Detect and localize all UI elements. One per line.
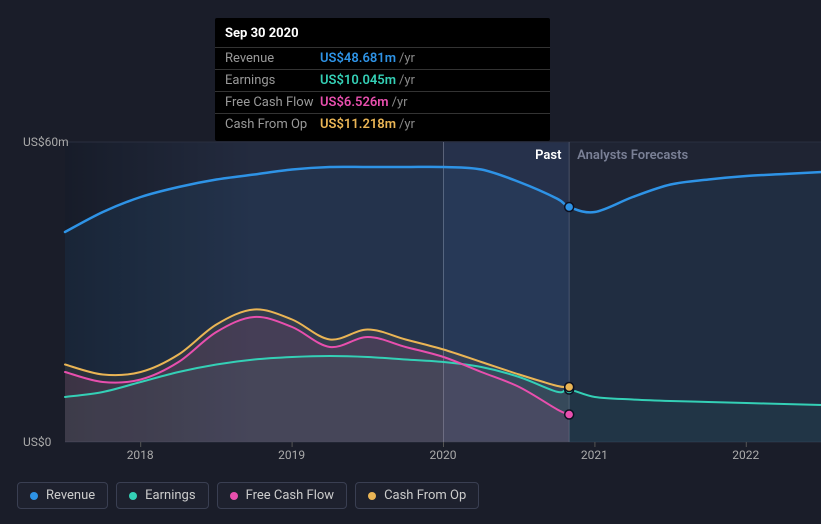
legend-label: Earnings <box>145 488 195 503</box>
tooltip-unit: /yr <box>399 51 415 66</box>
legend-label: Cash From Op <box>384 488 466 503</box>
x-axis-label: 2022 <box>732 448 759 462</box>
tooltip-value: US$6.526m <box>320 95 389 110</box>
tooltip-value: US$48.681m <box>320 51 396 66</box>
tooltip-label: Earnings <box>225 73 320 88</box>
legend-item-revenue[interactable]: Revenue <box>17 482 108 509</box>
legend-item-earnings[interactable]: Earnings <box>116 482 208 509</box>
y-axis-label: US$0 <box>23 435 51 449</box>
tooltip-unit: /yr <box>392 95 408 110</box>
tooltip-row: Cash From OpUS$11.218m/yr <box>215 113 550 135</box>
legend: Revenue Earnings Free Cash Flow Cash From O… <box>17 482 479 509</box>
legend-dot <box>368 492 376 500</box>
tooltip-value: US$11.218m <box>320 117 396 132</box>
past-region-label: Past <box>535 148 561 163</box>
tooltip-unit: /yr <box>399 117 415 132</box>
legend-item-free-cash-flow[interactable]: Free Cash Flow <box>217 482 347 509</box>
tooltip-row: EarningsUS$10.045m/yr <box>215 69 550 91</box>
tooltip-row: Free Cash FlowUS$6.526m/yr <box>215 91 550 113</box>
legend-dot <box>30 492 38 500</box>
tooltip-row: RevenueUS$48.681m/yr <box>215 47 550 69</box>
y-axis-label: US$60m <box>23 135 69 149</box>
x-axis-label: 2020 <box>430 448 457 462</box>
legend-dot <box>230 492 238 500</box>
legend-label: Revenue <box>46 488 95 503</box>
tooltip-date: Sep 30 2020 <box>215 24 550 47</box>
legend-item-cash-from-op[interactable]: Cash From Op <box>355 482 479 509</box>
legend-label: Free Cash Flow <box>246 488 334 503</box>
x-axis-label: 2018 <box>127 448 154 462</box>
tooltip-unit: /yr <box>399 73 415 88</box>
tooltip-label: Cash From Op <box>225 117 320 132</box>
x-axis-label: 2019 <box>278 448 305 462</box>
forecast-region-label: Analysts Forecasts <box>577 148 688 163</box>
tooltip-value: US$10.045m <box>320 73 396 88</box>
legend-dot <box>129 492 137 500</box>
tooltip-label: Free Cash Flow <box>225 95 320 110</box>
tooltip: Sep 30 2020 RevenueUS$48.681m/yrEarnings… <box>215 18 550 141</box>
tooltip-label: Revenue <box>225 51 320 66</box>
x-axis-label: 2021 <box>581 448 608 462</box>
